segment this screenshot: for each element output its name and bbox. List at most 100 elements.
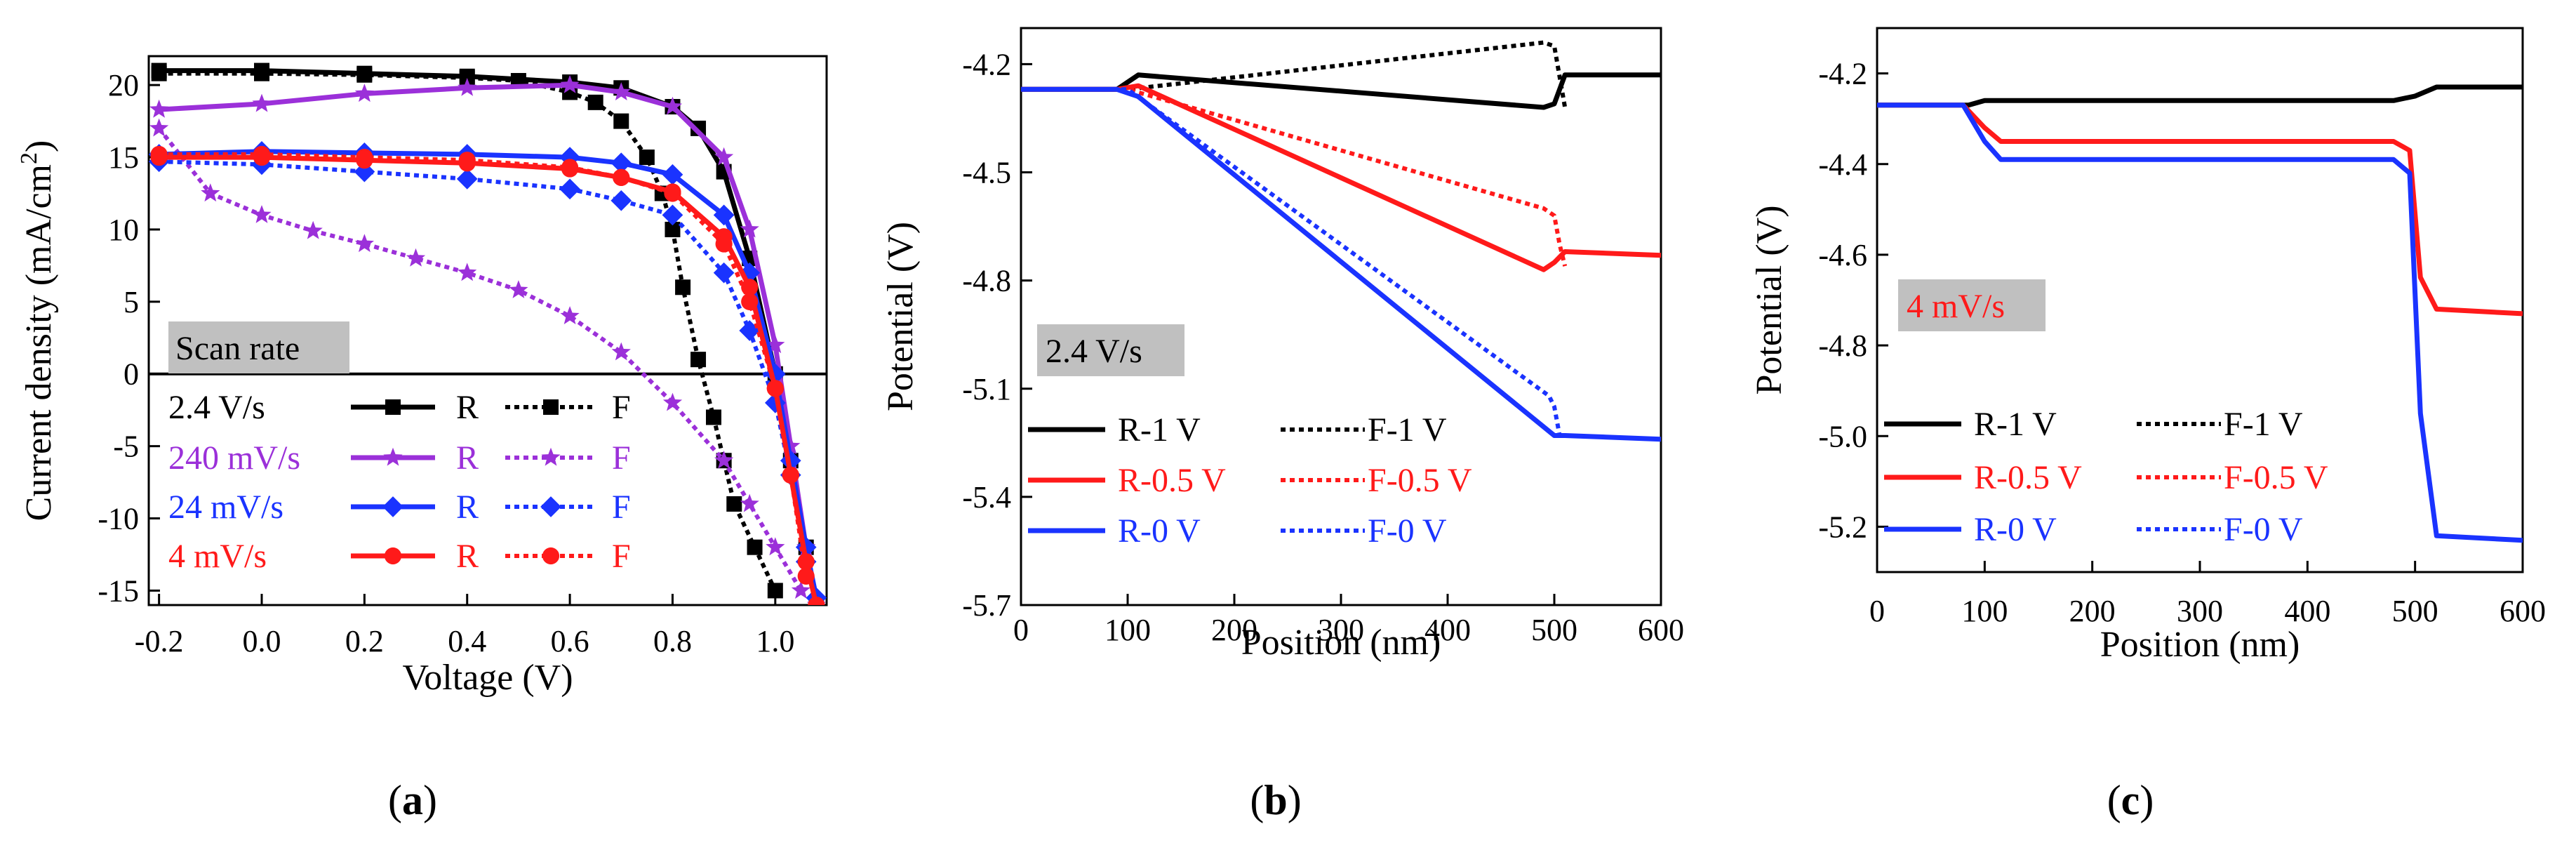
x-tick-label: 300: [2177, 594, 2223, 628]
data-point: [713, 204, 735, 226]
data-point: [611, 82, 631, 100]
x-tick-label: 400: [2284, 594, 2330, 628]
data-point: [713, 262, 735, 284]
legend-r: R: [456, 439, 479, 477]
legend-r: R: [456, 538, 479, 575]
data-point: [662, 164, 683, 185]
data-point: [613, 113, 629, 129]
data-point: [741, 293, 759, 310]
x-axis-title: Voltage (V): [402, 658, 573, 698]
y-tick-label: 15: [108, 140, 139, 175]
data-point: [458, 78, 477, 96]
x-axis-title: Position (nm): [1241, 623, 1441, 663]
y-tick-label: 0: [124, 357, 139, 392]
data-point: [354, 161, 375, 182]
data-point: [149, 99, 169, 118]
legend-f: F: [612, 439, 631, 477]
y-axis-title: Potential (V): [1749, 205, 1789, 394]
series-line: [1877, 102, 2523, 543]
data-point: [690, 352, 707, 368]
data-point: [354, 234, 374, 253]
x-tick-label: -0.2: [135, 624, 184, 658]
legend-r: R-1 V: [1974, 406, 2057, 443]
series-line: [1021, 87, 1568, 267]
y-tick-label: 20: [108, 68, 139, 102]
data-point: [715, 235, 733, 253]
data-point: [662, 96, 683, 115]
data-point: [303, 220, 323, 239]
data-point: [456, 168, 478, 190]
x-tick-label: 0: [1869, 594, 1885, 628]
y-tick-label: -5.4: [962, 480, 1011, 515]
panel-a-chart: -0.2 0.0 0.2 0.4 0.6 0.8 1.0 -15 -10 -5 0 5 10 15 20 Vo…: [16, 55, 828, 698]
legend-r: R-0.5 V: [1118, 462, 1226, 499]
data-point: [613, 168, 630, 186]
data-point: [808, 596, 825, 605]
data-point: [610, 190, 632, 211]
data-point: [739, 320, 761, 341]
legend-marker-r: [383, 447, 403, 466]
legend-marker-f: [541, 447, 561, 466]
data-point: [797, 567, 815, 585]
legend-r: R: [456, 389, 479, 426]
data-point: [253, 145, 271, 164]
x-tick-label: 400: [1424, 613, 1471, 647]
x-tick-label: 100: [1105, 613, 1151, 647]
data-point: [151, 65, 167, 81]
legend-rate: 240 mV/s: [168, 439, 300, 477]
x-tick-label: 1.0: [756, 624, 794, 658]
annotation-text: 4 mV/s: [1907, 288, 2005, 325]
y-tick-label: -5.7: [962, 588, 1011, 623]
data-point: [766, 380, 784, 397]
data-point: [201, 183, 220, 202]
data-point: [458, 152, 476, 169]
data-point: [706, 409, 721, 425]
legend-r: R-0.5 V: [1974, 459, 2082, 496]
legend-f: F-0.5 V: [1368, 462, 1472, 499]
legend-f: F-0 V: [1368, 512, 1447, 550]
y-tick-label: -5.2: [1818, 510, 1867, 544]
y-tick-label: -4.4: [1818, 147, 1867, 182]
panel-label-a: (a): [388, 777, 437, 823]
data-point: [739, 262, 761, 284]
x-tick-label: 200: [2069, 594, 2116, 628]
x-tick-label: 0.8: [653, 624, 692, 658]
annotation-text: 2.4 V/s: [1046, 333, 1142, 370]
data-point: [356, 67, 373, 83]
data-point: [766, 335, 785, 354]
data-point: [782, 466, 799, 484]
x-tick-label: 0.4: [448, 624, 486, 658]
data-point: [747, 539, 763, 555]
legend-r: R-1 V: [1118, 411, 1201, 449]
y-tick-label: 5: [124, 285, 139, 319]
y-tick-label: -4.6: [1818, 238, 1867, 272]
x-tick-label: 500: [2392, 594, 2438, 628]
legend-f: F-1 V: [2224, 406, 2303, 443]
data-point: [781, 436, 801, 455]
data-point: [740, 493, 759, 512]
data-point: [690, 120, 707, 136]
x-tick-label: 0.6: [551, 624, 589, 658]
legend-marker-r: [384, 547, 402, 565]
plot-frame: [1020, 27, 1662, 606]
data-point: [587, 94, 603, 110]
x-tick-label: 100: [1961, 594, 2008, 628]
legend-marker-f: [542, 547, 560, 565]
y-tick-label: -4.8: [1818, 328, 1867, 363]
series-group: [1021, 40, 1661, 442]
legend-f: F: [612, 389, 631, 426]
x-tick-label: 300: [1318, 613, 1364, 647]
series-line: [1021, 40, 1568, 108]
y-axis-title: Potential (V): [881, 222, 921, 411]
legend-marker-r: [385, 399, 401, 415]
data-point: [714, 147, 734, 166]
y-tick-label: -4.2: [1818, 57, 1867, 91]
x-tick-label: 600: [2500, 594, 2546, 628]
data-point: [610, 152, 632, 174]
y-tick-label: -4.2: [962, 47, 1011, 81]
series-line: [1877, 84, 2523, 108]
data-point: [714, 450, 734, 469]
data-point: [795, 536, 817, 558]
x-tick-label: 0.2: [345, 624, 384, 658]
